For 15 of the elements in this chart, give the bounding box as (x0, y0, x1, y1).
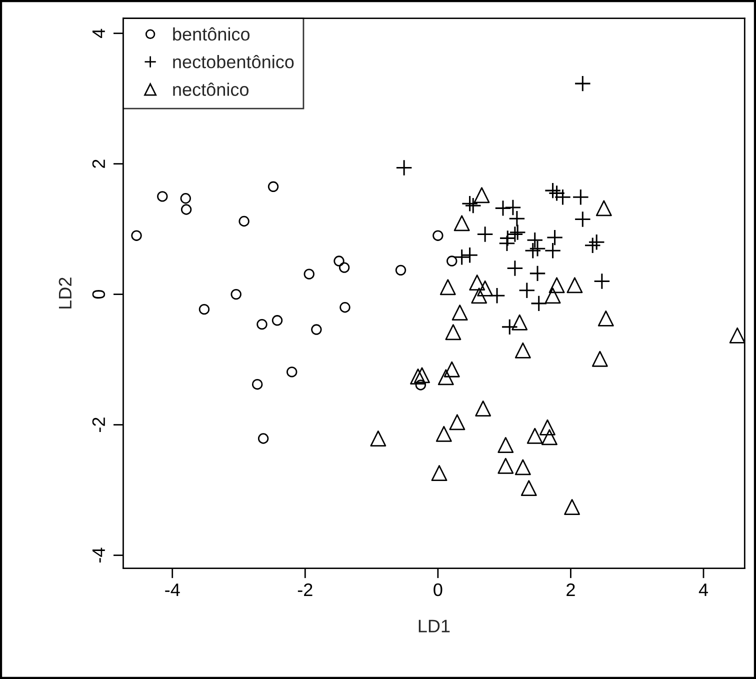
legend-label: nectobentônico (173, 54, 294, 68)
y-tick-label: 2 (92, 160, 105, 168)
legend-label: nectônico (173, 82, 249, 96)
y-tick-label: 4 (92, 28, 105, 38)
y-tick-label: -4 (92, 548, 105, 562)
x-tick-label: 4 (698, 584, 708, 596)
x-tick-label: -4 (165, 584, 180, 596)
x-tick-label: 0 (434, 583, 442, 596)
x-tick-label: 2 (566, 583, 575, 596)
y-tick-label: -2 (92, 418, 105, 432)
y-tick-label: 0 (92, 290, 106, 299)
legend-label: bentônico (173, 27, 250, 41)
x-axis-title: LD1 (418, 620, 450, 632)
y-axis-title: LD2 (58, 278, 72, 308)
x-tick-label: -2 (298, 583, 312, 596)
